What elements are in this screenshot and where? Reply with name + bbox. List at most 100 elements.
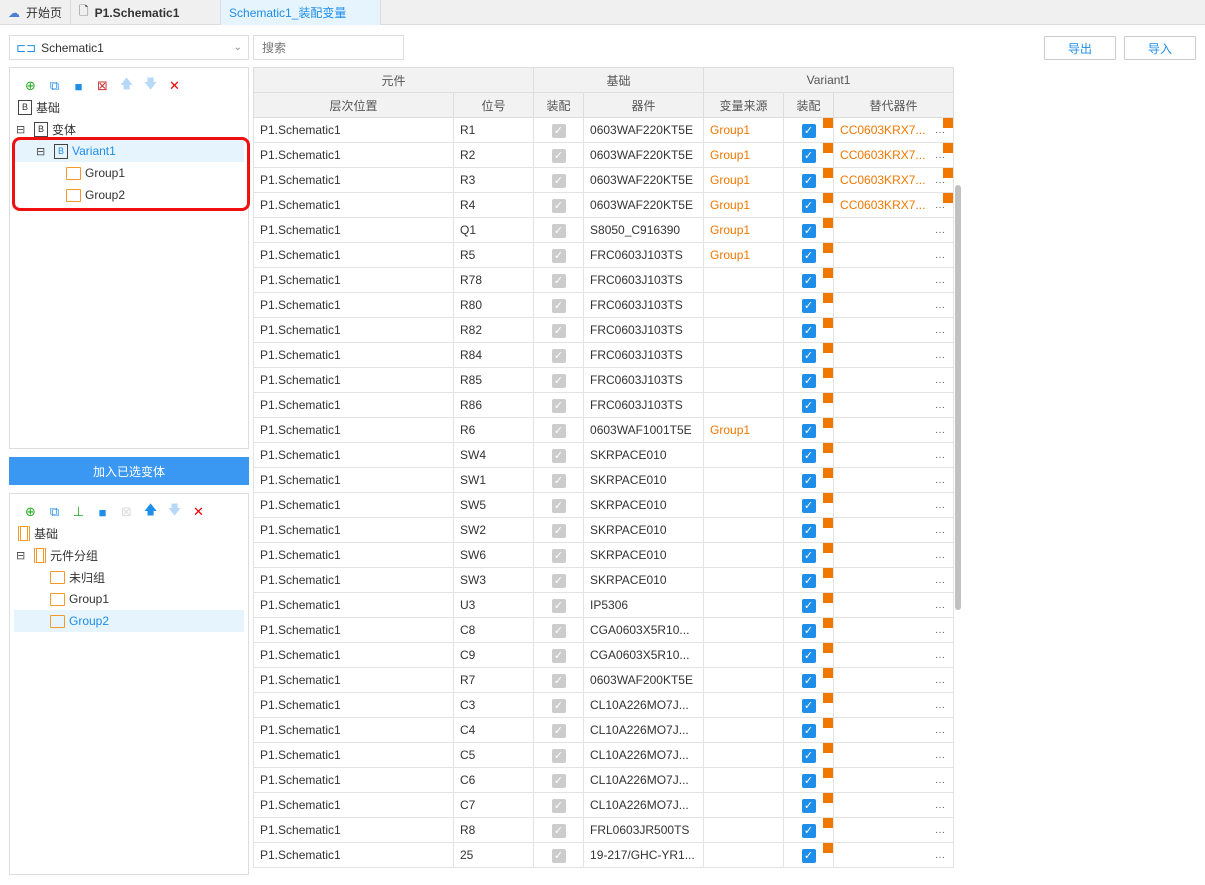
- col-hierarchy[interactable]: 层次位置: [253, 92, 454, 118]
- alt-device-cell[interactable]: ···: [833, 517, 955, 543]
- more-icon[interactable]: ···: [935, 577, 946, 588]
- table-row[interactable]: P1.Schematic1 SW2 ✓ SKRPACE010 ✓ ···: [253, 517, 955, 543]
- remove-node-icon[interactable]: ⊠: [97, 78, 108, 93]
- collapse-icon[interactable]: ⊟: [16, 549, 26, 562]
- table-row[interactable]: P1.Schematic1 R2 ✓ 0603WAF220KT5E Group1…: [253, 142, 955, 168]
- fitted-checkbox[interactable]: ✓: [801, 773, 816, 788]
- fitted-checkbox[interactable]: ✓: [801, 598, 816, 613]
- tree-node-base[interactable]: 基础: [10, 522, 248, 544]
- import-button[interactable]: 导入: [1124, 36, 1196, 60]
- table-row[interactable]: P1.Schematic1 C9 ✓ CGA0603X5R10... ✓ ···: [253, 642, 955, 668]
- fitted-checkbox[interactable]: ✓: [801, 723, 816, 738]
- alt-device-cell[interactable]: ···: [833, 417, 955, 443]
- more-icon[interactable]: ···: [935, 677, 946, 688]
- more-icon[interactable]: ···: [935, 302, 946, 313]
- tree-node-component-groups[interactable]: ⊟ 元件分组: [16, 547, 99, 563]
- fitted-checkbox[interactable]: ✓: [801, 523, 816, 538]
- alt-device-cell[interactable]: ···: [833, 792, 955, 818]
- alt-device-cell[interactable]: ···: [833, 442, 955, 468]
- copy-variant-icon[interactable]: ⧉: [49, 78, 60, 93]
- more-icon[interactable]: ···: [935, 552, 946, 563]
- more-icon[interactable]: ···: [935, 277, 946, 288]
- alt-device-cell[interactable]: ···: [833, 742, 955, 768]
- alt-device-cell[interactable]: ···: [833, 767, 955, 793]
- alt-device-cell[interactable]: ···: [833, 317, 955, 343]
- fitted-checkbox[interactable]: ✓: [801, 573, 816, 588]
- table-row[interactable]: P1.Schematic1 25 ✓ 19-217/GHC-YR1... ✓ ·…: [253, 842, 955, 868]
- move-up-icon[interactable]: 🡅: [143, 502, 158, 517]
- collapse-icon[interactable]: ⊟: [36, 145, 46, 158]
- fitted-checkbox[interactable]: ✓: [801, 273, 816, 288]
- alt-device-cell[interactable]: CC0603KRX7... ···: [833, 117, 955, 143]
- alt-device-cell[interactable]: ···: [833, 367, 955, 393]
- alt-device-cell[interactable]: ···: [833, 617, 955, 643]
- fitted-checkbox[interactable]: ✓: [801, 148, 816, 163]
- more-icon[interactable]: ···: [935, 227, 946, 238]
- table-row[interactable]: P1.Schematic1 U3 ✓ IP5306 ✓ ···: [253, 592, 955, 618]
- alt-device-cell[interactable]: ···: [833, 592, 955, 618]
- alt-device-cell[interactable]: CC0603KRX7... ···: [833, 142, 955, 168]
- tree-node-group1[interactable]: Group1: [10, 162, 248, 184]
- more-icon[interactable]: ···: [935, 452, 946, 463]
- add-group-icon[interactable]: ⊕: [25, 504, 36, 519]
- scrollbar-thumb[interactable]: [955, 185, 961, 610]
- alt-device-cell[interactable]: ···: [833, 217, 955, 243]
- table-row[interactable]: P1.Schematic1 R3 ✓ 0603WAF220KT5E Group1…: [253, 167, 955, 193]
- more-icon[interactable]: ···: [935, 502, 946, 513]
- tree-node-group2[interactable]: Group2: [10, 184, 248, 206]
- tree-node-variant1[interactable]: ⊟ B Variant1: [14, 140, 244, 162]
- alt-device-cell[interactable]: CC0603KRX7... ···: [833, 192, 955, 218]
- tab-assembly-variants[interactable]: Schematic1_装配变量: [221, 0, 382, 25]
- table-row[interactable]: P1.Schematic1 R8 ✓ FRL0603JR500TS ✓ ···: [253, 817, 955, 843]
- table-row[interactable]: P1.Schematic1 R1 ✓ 0603WAF220KT5E Group1…: [253, 117, 955, 143]
- alt-device-cell[interactable]: ···: [833, 567, 955, 593]
- table-row[interactable]: P1.Schematic1 C3 ✓ CL10A226MO7J... ✓ ···: [253, 692, 955, 718]
- table-row[interactable]: P1.Schematic1 R86 ✓ FRC0603J103TS ✓ ···: [253, 392, 955, 418]
- more-icon[interactable]: ···: [935, 802, 946, 813]
- fitted-checkbox[interactable]: ✓: [801, 398, 816, 413]
- table-row[interactable]: P1.Schematic1 R7 ✓ 0603WAF200KT5E ✓ ···: [253, 667, 955, 693]
- more-icon[interactable]: ···: [935, 752, 946, 763]
- move-up-icon[interactable]: 🡅: [119, 76, 134, 91]
- fitted-checkbox[interactable]: ✓: [801, 223, 816, 238]
- tree-node-variants[interactable]: ⊟ B 变体: [16, 121, 77, 137]
- table-row[interactable]: P1.Schematic1 R4 ✓ 0603WAF220KT5E Group1…: [253, 192, 955, 218]
- table-row[interactable]: P1.Schematic1 R84 ✓ FRC0603J103TS ✓ ···: [253, 342, 955, 368]
- fitted-checkbox[interactable]: ✓: [801, 323, 816, 338]
- table-row[interactable]: P1.Schematic1 SW1 ✓ SKRPACE010 ✓ ···: [253, 467, 955, 493]
- col-device[interactable]: 器件: [583, 92, 705, 118]
- col-base-fitted[interactable]: 装配: [533, 92, 585, 118]
- fitted-checkbox[interactable]: ✓: [801, 423, 816, 438]
- fitted-checkbox[interactable]: ✓: [801, 348, 816, 363]
- fitted-checkbox[interactable]: ✓: [801, 123, 816, 138]
- alt-device-cell[interactable]: ···: [833, 292, 955, 318]
- fitted-checkbox[interactable]: ✓: [801, 698, 816, 713]
- more-icon[interactable]: ···: [935, 602, 946, 613]
- delete-icon[interactable]: ✕: [169, 78, 180, 93]
- more-icon[interactable]: ···: [935, 527, 946, 538]
- collapse-icon[interactable]: ⊟: [16, 123, 26, 136]
- remove-node-icon[interactable]: ⊠: [121, 504, 132, 519]
- alt-device-cell[interactable]: ···: [833, 642, 955, 668]
- add-child-icon[interactable]: ⊥: [72, 504, 85, 519]
- more-icon[interactable]: ···: [935, 402, 946, 413]
- table-row[interactable]: P1.Schematic1 R78 ✓ FRC0603J103TS ✓ ···: [253, 267, 955, 293]
- more-icon[interactable]: ···: [935, 627, 946, 638]
- alt-device-cell[interactable]: ···: [833, 492, 955, 518]
- alt-device-cell[interactable]: ···: [833, 342, 955, 368]
- more-icon[interactable]: ···: [935, 727, 946, 738]
- tree-node-group2[interactable]: Group2: [14, 610, 244, 632]
- table-row[interactable]: P1.Schematic1 R85 ✓ FRC0603J103TS ✓ ···: [253, 367, 955, 393]
- more-icon[interactable]: ···: [935, 252, 946, 263]
- fitted-checkbox[interactable]: ✓: [801, 548, 816, 563]
- more-icon[interactable]: ···: [935, 352, 946, 363]
- tree-node-base[interactable]: B 基础: [10, 96, 248, 118]
- alt-device-cell[interactable]: ···: [833, 467, 955, 493]
- fitted-checkbox[interactable]: ✓: [801, 673, 816, 688]
- more-icon[interactable]: ···: [935, 327, 946, 338]
- fitted-checkbox[interactable]: ✓: [801, 623, 816, 638]
- fitted-checkbox[interactable]: ✓: [801, 798, 816, 813]
- more-icon[interactable]: ···: [935, 852, 946, 863]
- more-icon[interactable]: ···: [935, 652, 946, 663]
- alt-device-cell[interactable]: ···: [833, 692, 955, 718]
